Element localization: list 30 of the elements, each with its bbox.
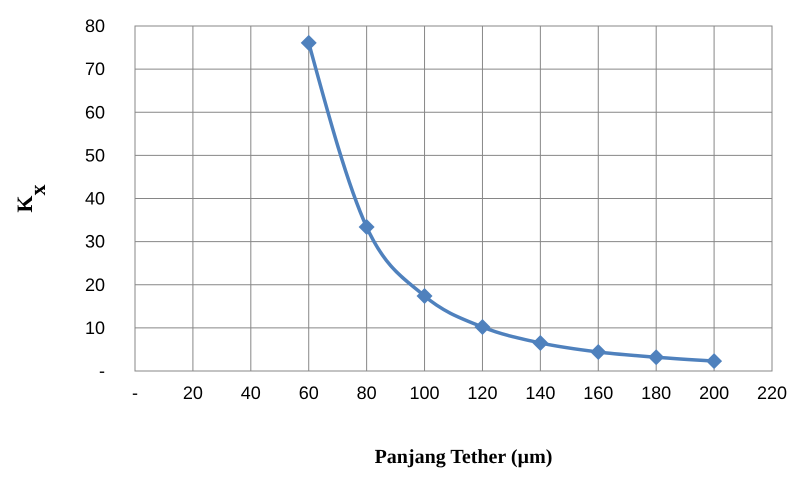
point	[474, 319, 490, 336]
point	[590, 344, 606, 360]
x-tick-label: -	[132, 383, 138, 403]
x-tick-label: 200	[699, 383, 730, 403]
x-tick-label: 20	[182, 383, 203, 403]
y-tick-label: 40	[84, 188, 105, 208]
x-axis-title: Panjang Tether (µm)	[374, 446, 552, 468]
point	[300, 34, 317, 51]
point	[706, 353, 722, 370]
y-tick-label: 10	[84, 318, 105, 338]
x-tick-label: 60	[298, 383, 319, 403]
x-tick-label: 180	[641, 383, 672, 403]
y-tick-label: -	[99, 361, 105, 381]
x-tick-label: 160	[583, 383, 614, 403]
y-tick-label: 50	[84, 145, 105, 166]
point	[532, 334, 548, 351]
x-tick-label: 100	[410, 383, 440, 403]
x-tick-label: 220	[756, 383, 788, 403]
y-tick-label: 80	[84, 16, 105, 36]
y-tick-label: 20	[84, 274, 105, 295]
y-tick-label: 60	[84, 102, 105, 122]
point	[416, 288, 433, 304]
x-tick-label: 80	[356, 383, 377, 403]
point	[648, 349, 664, 366]
y-tick-label: 70	[84, 59, 105, 80]
x-tick-label: 40	[240, 383, 261, 403]
x-tick-label: 120	[467, 383, 498, 403]
y-tick-label: 30	[84, 232, 105, 252]
point	[358, 218, 375, 235]
x-tick-label: 140	[525, 383, 556, 403]
